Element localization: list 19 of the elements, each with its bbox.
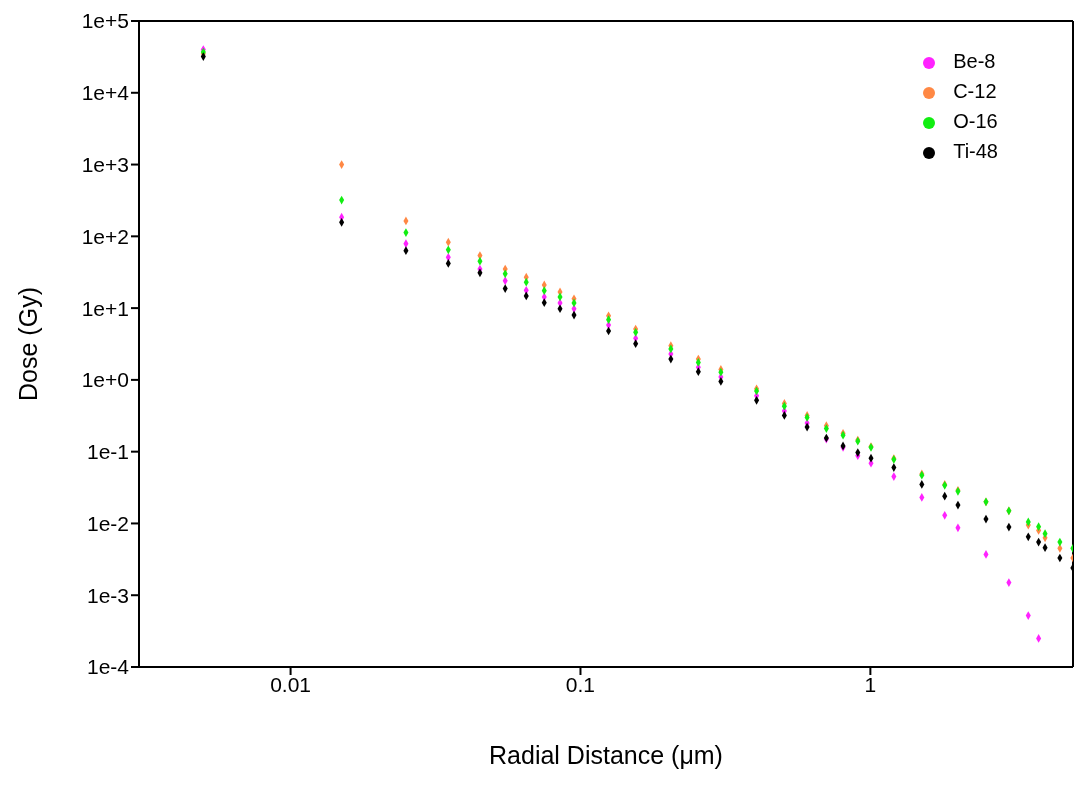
y-tick-label: 1e+3 — [81, 153, 129, 177]
y-tick-label: 1e-3 — [86, 583, 129, 607]
y-tick-label: 1e+5 — [81, 9, 129, 33]
y-tick-label: 1e-2 — [86, 511, 129, 535]
x-tick-label: 1 — [864, 672, 877, 696]
x-axis-title: Radial Distance (μm) — [489, 741, 723, 769]
legend-label: Ti-48 — [953, 140, 998, 162]
y-tick-label: 1e-4 — [86, 655, 130, 679]
y-tick-label: 1e+2 — [81, 224, 129, 248]
y-axis-title: Dose (Gy) — [13, 287, 42, 401]
legend-label: C-12 — [953, 80, 997, 102]
x-tick-label: 0.1 — [565, 672, 596, 696]
legend-label: O-16 — [953, 110, 998, 132]
y-tick-label: 1e+4 — [81, 81, 130, 105]
y-tick-label: 1e+1 — [81, 296, 129, 320]
y-tick-label: 1e-1 — [86, 440, 129, 464]
x-tick-label: 0.01 — [270, 672, 312, 696]
y-tick-label: 1e+0 — [81, 368, 129, 392]
legend-label: Be-8 — [953, 50, 996, 72]
